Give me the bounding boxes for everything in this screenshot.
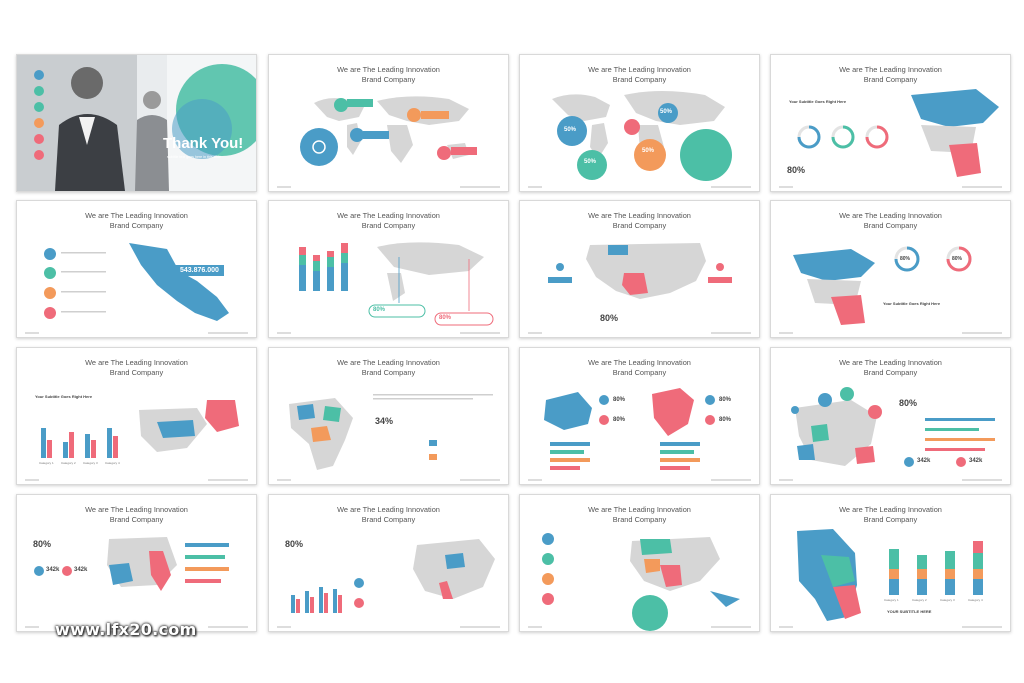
slide-thumbnail-10[interactable]: We are The Leading Innovation Brand Compa… bbox=[268, 347, 509, 485]
slide-title: We are The Leading Innovation Brand Compa… bbox=[839, 65, 942, 84]
stat-342k: 342k bbox=[74, 567, 88, 573]
stat-80-percent: 80% bbox=[899, 398, 918, 408]
slide-thumbnail-12[interactable]: We are The Leading Innovation Brand Compa… bbox=[770, 347, 1011, 485]
usa-map bbox=[548, 243, 732, 299]
stat-80-percent: 80% bbox=[439, 315, 452, 321]
slide-thumbnail-1[interactable]: Thank You! subtitle text goes here in th… bbox=[16, 54, 257, 192]
stat-342k: 342k bbox=[917, 458, 931, 464]
category-label: Category 3 bbox=[940, 598, 955, 602]
slide-thumbnail-3[interactable]: We are The Leading Innovation Brand Compa… bbox=[519, 54, 760, 192]
slide-title: We are The Leading Innovation Brand Compa… bbox=[839, 211, 942, 230]
world-map bbox=[552, 91, 732, 181]
slide-thumbnail-13[interactable]: We are The Leading Innovation Brand Compa… bbox=[16, 494, 257, 632]
stacked-bar-chart bbox=[299, 242, 494, 326]
category-label: Category 1 bbox=[39, 461, 54, 465]
stat-80-percent: 80% bbox=[952, 256, 963, 262]
region-map bbox=[793, 246, 972, 325]
stat-80-percent: 80% bbox=[33, 539, 52, 549]
grouped-bar-chart bbox=[41, 400, 239, 458]
slide-thumbnail-7[interactable]: We are The Leading Innovation Brand Compa… bbox=[519, 200, 760, 338]
slide-title: We are The Leading Innovation Brand Compa… bbox=[839, 358, 942, 377]
thank-you-subtitle: subtitle text goes here in this slide bbox=[167, 155, 221, 159]
stat-34-percent: 34% bbox=[375, 416, 394, 426]
stat-80-percent: 80% bbox=[373, 307, 386, 313]
stat-80-percent: 80% bbox=[719, 397, 732, 403]
world-map bbox=[300, 96, 477, 166]
slide-title: We are The Leading Innovation Brand Compa… bbox=[337, 211, 440, 230]
thank-you-photo bbox=[17, 55, 256, 191]
value-box: 543.876.000 bbox=[175, 265, 224, 276]
slide-thumbnail-4[interactable]: We are The Leading Innovation Brand Compa… bbox=[770, 54, 1011, 192]
subtitle-text: Your Subtitle Goes Right Here bbox=[35, 394, 93, 399]
asia-map bbox=[542, 533, 740, 631]
category-label: Category 3 bbox=[83, 461, 98, 465]
bar-chart-europe-map bbox=[291, 539, 495, 613]
slide-title: We are The Leading Innovation Brand Compa… bbox=[337, 505, 440, 524]
thank-you-heading: Thank You! bbox=[163, 135, 244, 152]
category-label: Category 2 bbox=[61, 461, 76, 465]
category-label: Category 4 bbox=[968, 598, 983, 602]
region-map bbox=[797, 89, 999, 177]
subtitle-text: Your Subtitle Goes Right Here bbox=[789, 99, 847, 104]
stat-80-percent: 80% bbox=[900, 256, 911, 262]
slide-thumbnail-8[interactable]: We are The Leading Innovation Brand Compa… bbox=[770, 200, 1011, 338]
stat-80-percent: 80% bbox=[719, 417, 732, 423]
slide-thumbnail-6[interactable]: We are The Leading Innovation Brand Compa… bbox=[268, 200, 509, 338]
stat-342k: 342k bbox=[969, 458, 983, 464]
slide-thumbnail-2[interactable]: We are The Leading Innovation Brand Compa… bbox=[268, 54, 509, 192]
slide-title: We are The Leading Innovation Brand Compa… bbox=[85, 358, 188, 377]
watermark: www.lfx20.com bbox=[55, 620, 197, 639]
category-label: Category 1 bbox=[884, 598, 899, 602]
europe-map bbox=[791, 387, 995, 467]
stat-80-percent: 80% bbox=[600, 313, 619, 323]
stat-80-percent: 80% bbox=[787, 165, 806, 175]
stat-50-percent: 50% bbox=[660, 109, 673, 115]
subtitle-text: YOUR SUBTITLE HERE bbox=[887, 609, 932, 614]
southeast-asia-map bbox=[797, 529, 983, 621]
slide-title: We are The Leading Innovation Brand Compa… bbox=[588, 505, 691, 524]
stat-342k: 342k bbox=[46, 567, 60, 573]
slide-thumbnail-9[interactable]: We are The Leading Innovation Brand Compa… bbox=[16, 347, 257, 485]
slide-thumbnail-14[interactable]: We are The Leading Innovation Brand Compa… bbox=[268, 494, 509, 632]
stat-80-percent: 80% bbox=[613, 417, 626, 423]
africa-map bbox=[289, 394, 493, 470]
mexico-map bbox=[44, 243, 229, 321]
slide-title: We are The Leading Innovation Brand Compa… bbox=[588, 211, 691, 230]
spain-italy-map bbox=[34, 537, 229, 591]
category-label: Category 2 bbox=[912, 598, 927, 602]
slide-thumbnail-16[interactable]: We are The Leading Innovation Brand Compa… bbox=[770, 494, 1011, 632]
slide-title: We are The Leading Innovation Brand Compa… bbox=[588, 358, 691, 377]
stat-50-percent: 50% bbox=[642, 148, 655, 154]
subtitle-text: Your Subtitle Goes Right Here bbox=[883, 301, 941, 306]
stat-50-percent: 50% bbox=[584, 159, 597, 165]
stat-50-percent: 50% bbox=[564, 127, 577, 133]
slide-title: We are The Leading Innovation Brand Compa… bbox=[337, 358, 440, 377]
slide-title: We are The Leading Innovation Brand Compa… bbox=[85, 505, 188, 524]
stat-80-percent: 80% bbox=[285, 539, 304, 549]
slide-title: We are The Leading Innovation Brand Compa… bbox=[337, 65, 440, 84]
australia-india-maps bbox=[544, 388, 715, 470]
slide-title: We are The Leading Innovation Brand Compa… bbox=[588, 65, 691, 84]
slide-title: We are The Leading Innovation Brand Compa… bbox=[85, 211, 188, 230]
slide-title: We are The Leading Innovation Brand Compa… bbox=[839, 505, 942, 524]
category-label: Category 4 bbox=[105, 461, 120, 465]
slide-thumbnail-11[interactable]: We are The Leading Innovation Brand Compa… bbox=[519, 347, 760, 485]
slide-thumbnail-5[interactable]: We are The Leading Innovation Brand Compa… bbox=[16, 200, 257, 338]
slide-thumbnail-15[interactable]: We are The Leading Innovation Brand Compa… bbox=[519, 494, 760, 632]
stat-80-percent: 80% bbox=[613, 397, 626, 403]
